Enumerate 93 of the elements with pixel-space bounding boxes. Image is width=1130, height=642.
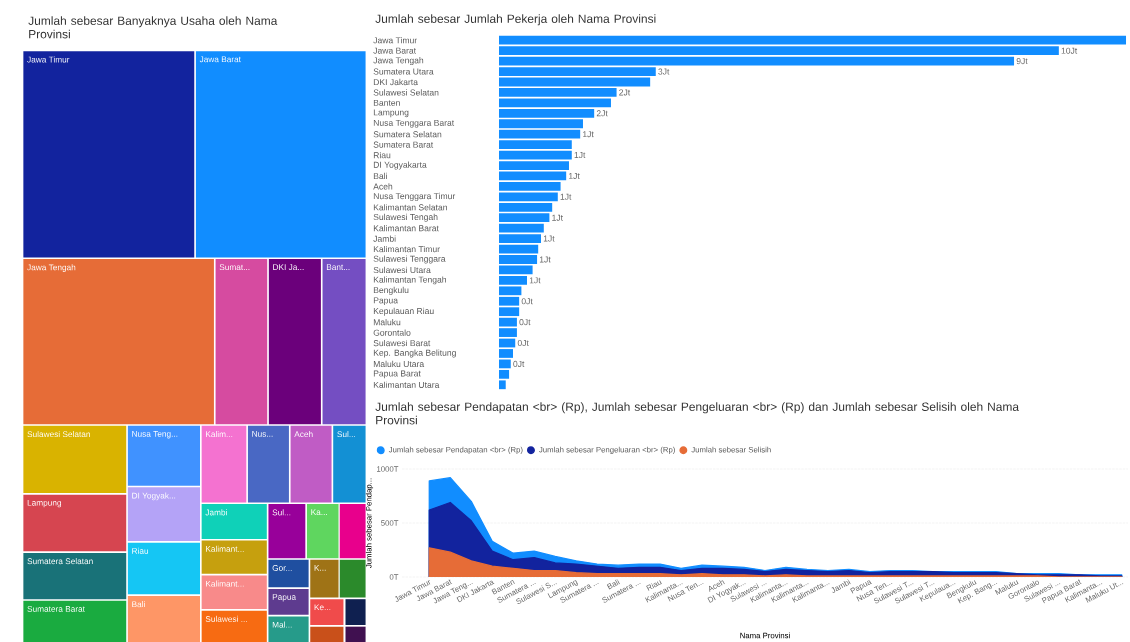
y-tick-label: Jawa Tengah [373, 57, 424, 66]
category-label: Nus... [252, 431, 273, 437]
bar [499, 338, 516, 348]
category-label: Sul... [337, 431, 355, 438]
y-tick-label: Lampung [373, 109, 409, 118]
category-label: Sumat... [219, 264, 250, 271]
category-label: Kalimant... [206, 580, 244, 587]
y-tick-label: Bali [373, 172, 387, 180]
bar [499, 244, 539, 254]
data-label: 1Jt [543, 235, 555, 242]
data-label: 9Jt [1016, 58, 1028, 65]
category-label: DI Yogyak... [132, 492, 176, 501]
y-tick-label: Kalimantan Barat [373, 225, 439, 232]
data-label: 0Jt [519, 319, 531, 326]
data-label: 0Jt [521, 298, 533, 305]
data-label: 1Jt [539, 256, 551, 263]
category-label: K... [314, 565, 326, 571]
category-label: Jawa Timur [27, 56, 70, 63]
y-tick-label: Banten [373, 99, 400, 106]
category-label: Ka... [311, 509, 327, 516]
y-tick-label: Sulawesi Tenggara [373, 255, 446, 264]
y-tick-label: Papua [373, 297, 398, 306]
y-tick-label: Jawa Timur [373, 37, 418, 44]
y-tick-label: Sulawesi Tengah [373, 213, 438, 222]
y-tick-label: Bengkulu [373, 286, 409, 295]
y-tick-label: Aceh [373, 183, 393, 190]
y-tick-label: Maluku [373, 319, 401, 326]
category-label: Kalimant... [206, 545, 244, 552]
y-tick-label: Riau [373, 151, 391, 159]
y-tick-label: Kalimantan Timur [373, 245, 440, 253]
data-label: 0Jt [513, 360, 525, 367]
bar [499, 265, 533, 275]
y-tick-label: DI Yogyakarta [373, 161, 427, 170]
category-label: Sumatera Barat [27, 606, 85, 612]
y-tick-label: Nusa Tenggara Timur [373, 192, 456, 201]
category-label: Bant... [326, 264, 350, 270]
category-label: Gor... [272, 565, 292, 571]
category-label: Riau [132, 547, 149, 554]
y-tick-label: Kalimantan Utara [373, 381, 440, 388]
category-label: Jambi [205, 509, 227, 516]
chart-title: Jumlah sebesar Pendapatan <br> (Rp), Jumlah sebesar Pengeluaran <br> (Rp) dan Jumlah sebesar Selisih oleh Nama Provinsi [375, 402, 1020, 425]
data-label: 0Jt [517, 339, 529, 347]
y-tick-label: Kepulauan Riau [373, 307, 434, 316]
bar [499, 359, 511, 369]
category-label: Sul... [272, 509, 291, 516]
y-tick-label: Papua Barat [373, 370, 421, 379]
data-label: 1Jt [569, 172, 580, 179]
y-tick-label: Kalimantan Selatan [373, 204, 447, 211]
bar [499, 255, 538, 264]
category-label: Aceh [294, 431, 313, 438]
y-tick-label: Kep. Bangka Belitung [373, 349, 456, 358]
data-label: 10Jt [1061, 47, 1078, 54]
category-label: Kalim... [206, 431, 233, 438]
y-tick-label: Sumatera Selatan [373, 131, 442, 138]
category-label: Sulawesi Selatan [27, 431, 90, 438]
y-tick-label: Jambi [373, 235, 396, 242]
y-tick-label: Sulawesi Selatan [373, 89, 439, 96]
y-tick-label: Sulawesi Barat [373, 339, 431, 347]
category-label: Lampung [27, 499, 61, 508]
y-tick-label: Sumatera Barat [373, 141, 434, 148]
data-label: 2Jt [619, 89, 631, 96]
bar [499, 349, 513, 358]
bar [499, 161, 569, 170]
data-label: 1Jt [583, 131, 594, 138]
y-tick-label: Sulawesi Utara [373, 266, 431, 274]
bar [499, 67, 656, 76]
data-label: 1Jt [529, 277, 541, 284]
category-label: Sulawesi ... [205, 615, 247, 622]
data-label: 1Jt [560, 193, 572, 200]
data-label: 3Jt [658, 68, 670, 75]
y-tick-label: Sumatera Utara [373, 68, 434, 75]
category-label: Ke... [314, 604, 331, 611]
category-label: Jawa Barat [199, 56, 241, 63]
data-label: 2Jt [596, 110, 608, 117]
category-label: Jawa Tengah [27, 264, 76, 272]
y-tick-label: Nusa Tenggara Barat [373, 119, 455, 128]
y-tick-label: Gorontalo [373, 329, 411, 336]
y-tick-label: Maluku Utara [373, 360, 425, 368]
y-tick-label: Jawa Barat [373, 47, 416, 54]
category-label: Mal... [272, 621, 292, 628]
chart-title: Jumlah sebesar Jumlah Pekerja oleh Nama Provinsi [375, 14, 656, 26]
category-label: Nusa Teng... [132, 431, 178, 439]
category-label: Sumatera Selatan [27, 558, 93, 565]
data-label: 1Jt [552, 214, 563, 221]
text: Jumlah sebesar Banyaknya Usaha oleh Nama Provinsi [28, 16, 278, 39]
category-label: DKI Ja... [273, 264, 304, 270]
bar [499, 171, 567, 181]
bar [499, 150, 572, 160]
bar [499, 56, 1015, 66]
y-tick-label: DKI Jakarta [373, 78, 418, 86]
data-label: 1Jt [574, 152, 586, 159]
bar [499, 77, 651, 87]
y-tick-label: Kalimantan Tengah [373, 276, 446, 285]
